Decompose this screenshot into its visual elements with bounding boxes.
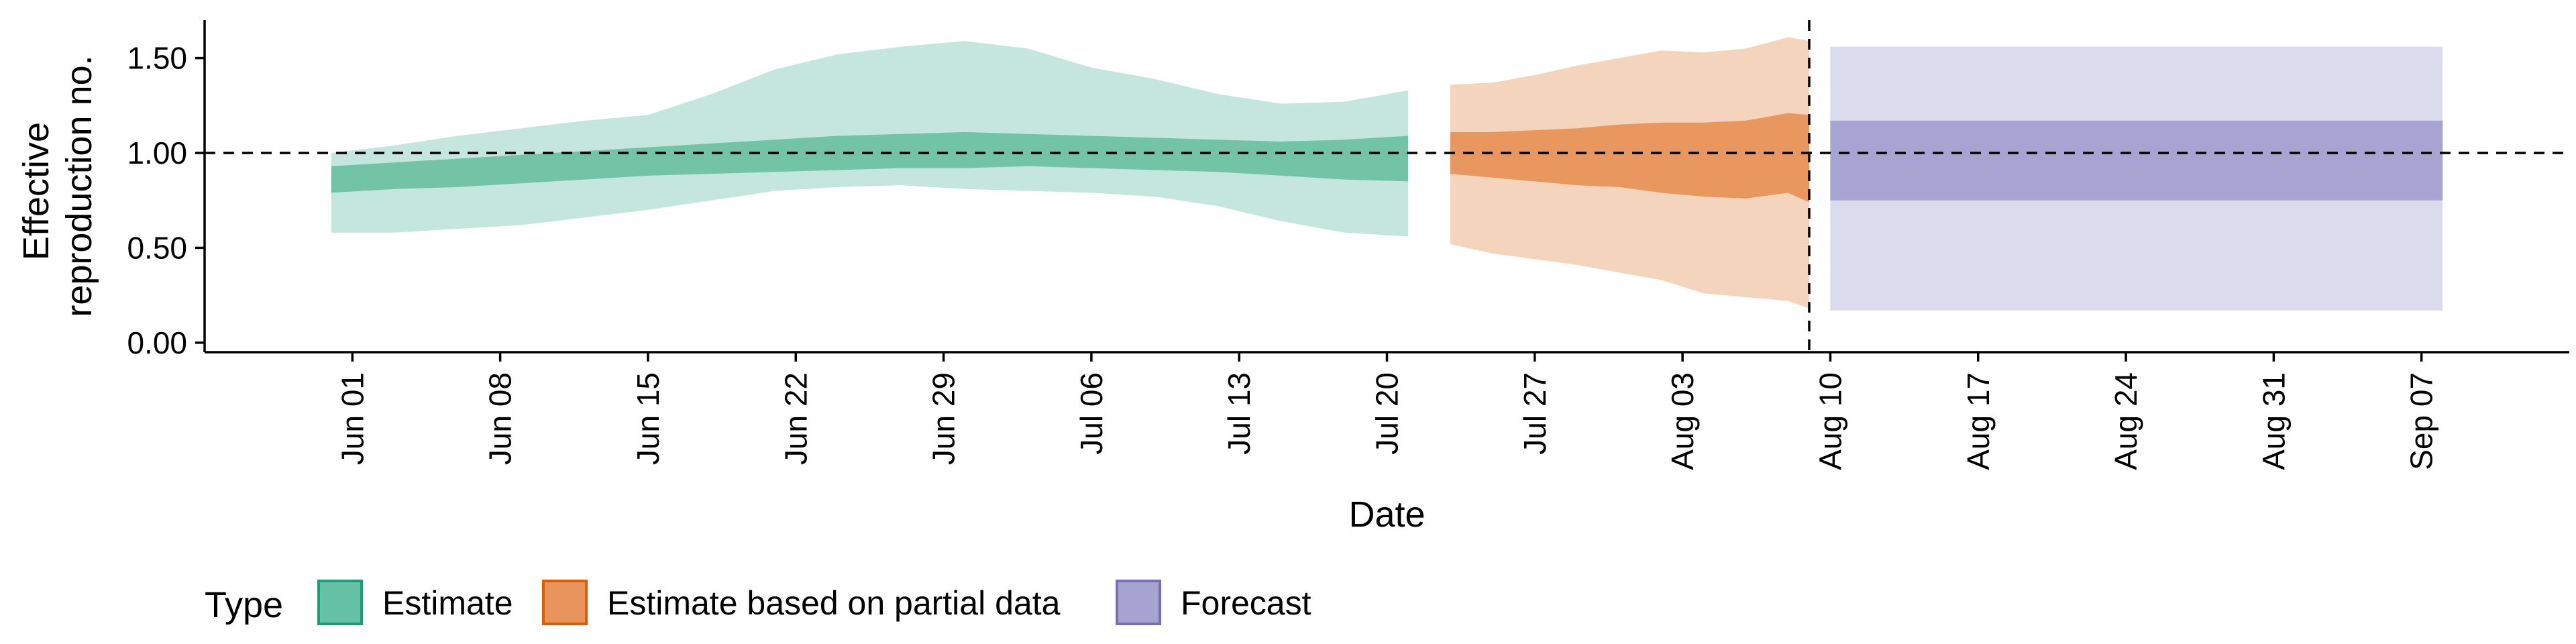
x-tick-label: Aug 10 [1813, 372, 1847, 470]
x-tick-label: Aug 24 [2108, 372, 2143, 470]
x-tick-label: Jun 01 [335, 372, 370, 465]
x-tick-label: Jul 20 [1370, 372, 1405, 455]
x-tick-label: Aug 03 [1665, 372, 1700, 470]
x-axis-title: Date [1348, 494, 1425, 535]
x-tick-label: Jun 08 [483, 372, 518, 465]
x-axis-ticks: Jun 01 Jun 08 Jun 15 Jun 22 Jun 29 Jul 06 Jul … [335, 352, 2439, 470]
legend-key-forecast [1116, 580, 1161, 625]
forecast-inner-band [1830, 120, 2443, 201]
y-axis-title-line-2: reproduction no. [59, 55, 99, 317]
x-tick-label: Jun 29 [926, 372, 961, 465]
legend-key-estimate [317, 580, 363, 625]
y-axis-title: Effective reproduction no. [16, 55, 99, 317]
y-tick-label: 0.00 [127, 325, 187, 360]
x-tick-label: Jul 13 [1222, 372, 1256, 455]
y-tick-label: 0.50 [127, 230, 187, 265]
x-tick-label: Aug 31 [2256, 372, 2291, 470]
ribbons-layer [331, 37, 2443, 311]
legend: Type Estimate Estimate based on partial d… [205, 580, 1311, 625]
x-tick-label: Jun 15 [631, 372, 665, 465]
y-tick-label: 1.00 [127, 136, 187, 170]
legend-label-forecast: Forecast [1181, 584, 1311, 622]
legend-label-estimate-based-on-partial-data: Estimate based on partial data [607, 584, 1061, 622]
x-tick-label: Jul 06 [1074, 372, 1109, 455]
y-tick-label: 1.50 [127, 41, 187, 76]
x-tick-label: Sep 07 [2404, 372, 2439, 470]
x-tick-label: Aug 17 [1961, 372, 1996, 470]
y-axis-ticks: 0.00 0.50 1.00 1.50 [127, 41, 205, 360]
legend-key-estimate-based-on-partial-data [542, 580, 588, 625]
estimate-based-on-partial-data-inner-band [1450, 113, 1809, 203]
legend-title: Type [205, 585, 283, 625]
y-axis-title-line-1: Effective [16, 122, 56, 260]
legend-label-estimate: Estimate [382, 584, 513, 622]
x-tick-label: Jul 27 [1517, 372, 1552, 455]
estimate-inner-band [331, 131, 1408, 193]
x-tick-label: Jun 22 [778, 372, 813, 465]
